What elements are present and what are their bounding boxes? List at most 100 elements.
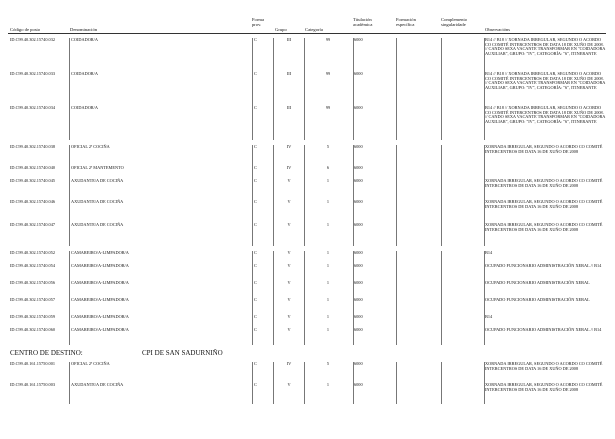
column-divider xyxy=(69,106,70,140)
column-divider xyxy=(252,328,253,345)
cell-denominacion: AXUDANTE/A DE COCIÑA xyxy=(71,382,124,387)
column-divider xyxy=(252,281,253,298)
table-row: ID.C99.40.302.15740.046 AXUDANTE/A DE COC… xyxy=(0,199,615,223)
cell-forma: C xyxy=(254,222,257,227)
cell-codigo: ID.C99.40.161.15750.003 xyxy=(10,382,55,387)
cell-grupo: III xyxy=(286,71,292,76)
column-divider xyxy=(273,315,274,328)
column-divider xyxy=(69,264,70,281)
cell-categoria: 1 xyxy=(326,263,330,268)
cell-titulacion: 6000 xyxy=(354,105,363,110)
column-divider xyxy=(252,179,253,200)
cell-grupo: V xyxy=(287,382,291,387)
column-divider xyxy=(252,251,253,264)
column-divider xyxy=(484,200,485,223)
table-row: ID.C99.40.161.15750.003 AXUDANTE/A DE COC… xyxy=(0,382,615,404)
cell-categoria: 1 xyxy=(326,199,330,204)
column-divider xyxy=(353,251,354,264)
header-grupo: Grupo xyxy=(275,27,287,32)
table-row: ID.C99.40.302.15740.038 OFICIAL 2ª COCIÑA… xyxy=(0,144,615,166)
table-row: ID.C99.40.161.15750.001 OFICIAL 2ª COCIÑA… xyxy=(0,361,615,383)
cell-observacions: XORNADA IRREGULAR, SEGUNDO O ACORDO CO C… xyxy=(485,144,603,154)
cell-denominacion: CAMAREIRO/A-LIMPADOR/A xyxy=(71,250,129,255)
cell-grupo: V xyxy=(287,263,291,268)
section-centre-name: CPI DE SAN SADURNIÑO xyxy=(142,349,223,357)
cell-forma: C xyxy=(254,144,257,149)
column-divider xyxy=(396,179,397,200)
table-row: ID.C99.40.302.15740.040 OFICIAL 2ª MANTEM… xyxy=(0,165,615,179)
column-divider xyxy=(396,383,397,404)
column-divider xyxy=(69,200,70,223)
table-row: ID.C99.40.302.15740.054 CAMAREIRO/A-LIMPA… xyxy=(0,263,615,281)
cell-grupo: V xyxy=(287,250,291,255)
header-formacion: Formación específica xyxy=(396,17,416,27)
cell-forma: C xyxy=(254,263,257,268)
cell-observacions: B14 xyxy=(485,314,493,319)
cell-codigo: ID.C99.40.302.15740.038 xyxy=(10,144,55,149)
cell-grupo: IV xyxy=(286,361,292,366)
column-divider xyxy=(304,200,305,223)
cell-grupo: V xyxy=(287,178,291,183)
column-divider xyxy=(396,298,397,315)
cell-observacions: B14 // B18 // XORNADA IRREGULAR, SEGUNDO… xyxy=(485,37,606,56)
cell-titulacion: 6000 xyxy=(354,165,363,170)
table-row: ID.C99.40.302.15740.034 COIDADOR/A C III 99 6… xyxy=(0,105,615,140)
cell-categoria: 99 xyxy=(325,37,331,42)
column-divider xyxy=(273,298,274,315)
cell-forma: C xyxy=(254,280,257,285)
column-divider xyxy=(441,166,442,179)
cell-grupo: V xyxy=(287,222,291,227)
cell-categoria: 1 xyxy=(326,178,330,183)
column-divider xyxy=(396,328,397,345)
column-divider xyxy=(396,362,397,383)
column-divider xyxy=(273,145,274,166)
cell-observacions: XORNADA IRREGULAR, SEGUNDO O ACORDO CO C… xyxy=(485,199,603,209)
column-divider xyxy=(252,145,253,166)
cell-titulacion: 6000 xyxy=(354,263,363,268)
table-row: ID.C99.40.302.15740.047 AXUDANTE/A DE COC… xyxy=(0,222,615,246)
column-divider xyxy=(396,106,397,140)
column-divider xyxy=(252,223,253,246)
cell-grupo: V xyxy=(287,297,291,302)
column-divider xyxy=(273,264,274,281)
cell-codigo: ID.C99.40.302.15740.057 xyxy=(10,297,55,302)
header-divider xyxy=(8,33,606,34)
column-divider xyxy=(69,72,70,106)
cell-denominacion: AXUDANTE/A DE COCIÑA xyxy=(71,222,124,227)
column-divider xyxy=(484,145,485,166)
column-divider xyxy=(69,298,70,315)
column-divider xyxy=(69,281,70,298)
column-divider xyxy=(484,166,485,179)
column-divider xyxy=(396,264,397,281)
cell-observacions: B14 // B18 // XORNADA IRREGULAR, SEGUNDO… xyxy=(485,105,606,124)
column-divider xyxy=(304,315,305,328)
column-divider xyxy=(441,383,442,404)
cell-denominacion: COIDADOR/A xyxy=(71,71,98,76)
cell-categoria: 1 xyxy=(326,222,330,227)
column-divider xyxy=(252,315,253,328)
column-divider xyxy=(484,72,485,106)
cell-codigo: ID.C99.40.302.15740.032 xyxy=(10,37,55,42)
column-divider xyxy=(304,145,305,166)
cell-denominacion: AXUDANTE/A DE COCIÑA xyxy=(71,178,124,183)
header-titulacion: Titulación académica xyxy=(353,17,373,27)
column-divider xyxy=(273,200,274,223)
column-divider xyxy=(484,315,485,328)
column-divider xyxy=(69,362,70,383)
column-divider xyxy=(304,328,305,345)
column-divider xyxy=(273,362,274,383)
column-divider xyxy=(396,72,397,106)
table-row: ID.C99.40.302.15740.045 AXUDANTE/A DE COC… xyxy=(0,178,615,200)
column-divider xyxy=(441,315,442,328)
column-divider xyxy=(304,251,305,264)
cell-titulacion: 6000 xyxy=(354,280,363,285)
table-row: ID.C99.40.302.15740.057 CAMAREIRO/A-LIMPA… xyxy=(0,297,615,315)
column-divider xyxy=(396,223,397,246)
cell-titulacion: 6000 xyxy=(354,314,363,319)
cell-categoria: 1 xyxy=(326,280,330,285)
column-divider xyxy=(304,223,305,246)
column-divider xyxy=(353,298,354,315)
cell-titulacion: 6000 xyxy=(354,71,363,76)
cell-categoria: 99 xyxy=(325,71,331,76)
cell-categoria: 1 xyxy=(326,314,330,319)
